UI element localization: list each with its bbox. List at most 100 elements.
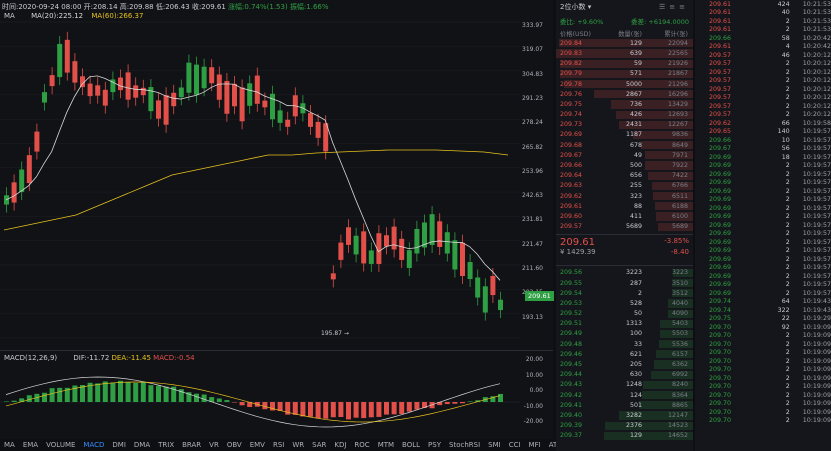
- book-row[interactable]: 209.55 287 3510: [556, 278, 693, 288]
- tab-cci[interactable]: CCI: [508, 441, 521, 449]
- macd-bar: [87, 382, 93, 402]
- trade-price: 209.69: [709, 272, 732, 280]
- macd-plot[interactable]: [0, 362, 520, 438]
- book-row[interactable]: 209.66 500 7922: [556, 160, 693, 170]
- book-row[interactable]: 209.39 2376 14523: [556, 421, 693, 431]
- price-axis-tick: 291.23: [522, 94, 543, 102]
- kline-chart-panel[interactable]: 时间:2020-09-24 08:00 开:208.14 高:209.88 低:…: [0, 0, 635, 451]
- book-row[interactable]: 209.52 50 4090: [556, 309, 693, 319]
- trade-price: 209.61: [709, 17, 732, 25]
- tab-boll[interactable]: BOLL: [402, 441, 421, 449]
- tab-sar[interactable]: SAR: [312, 441, 327, 449]
- book-row[interactable]: 209.53 528 4040: [556, 298, 693, 308]
- book-row[interactable]: 209.69 1187 9836: [556, 130, 693, 140]
- book-row[interactable]: 209.48 33 5536: [556, 339, 693, 349]
- book-row[interactable]: 209.75 736 13429: [556, 99, 693, 109]
- book-qty: 656: [629, 172, 642, 180]
- candle: [163, 87, 169, 133]
- candle: [437, 213, 443, 255]
- book-row[interactable]: 209.84 129 22094: [556, 38, 693, 48]
- book-row[interactable]: 209.45 205 6362: [556, 359, 693, 369]
- tab-obv[interactable]: OBV: [226, 441, 242, 449]
- book-row[interactable]: 209.54 2 3512: [556, 288, 693, 298]
- trade-time: 10:19:57: [802, 213, 831, 221]
- trade-row: 209.70 2 10:19:09: [695, 349, 831, 358]
- macd-bar: [209, 397, 215, 402]
- book-row[interactable]: 209.37 129 14652: [556, 431, 693, 441]
- book-row[interactable]: 209.49 100 5503: [556, 329, 693, 339]
- tab-macd[interactable]: MACD: [83, 441, 105, 449]
- book-total: 21296: [667, 80, 688, 88]
- trade-time: 10:19:57: [802, 238, 831, 246]
- macd-bar: [300, 402, 306, 417]
- tab-roc[interactable]: ROC: [354, 441, 370, 449]
- book-qty: 3223: [625, 269, 642, 277]
- book-row[interactable]: 209.62 323 6511: [556, 191, 693, 201]
- tab-vr[interactable]: VR: [209, 441, 219, 449]
- depth-bar: [659, 340, 693, 349]
- tab-atr[interactable]: ATR: [545, 441, 566, 449]
- book-row[interactable]: 209.64 656 7422: [556, 171, 693, 181]
- tab-smi[interactable]: SMI: [488, 441, 501, 449]
- book-row[interactable]: 209.76 2867 16296: [556, 89, 693, 99]
- book-price: 209.53: [560, 299, 583, 307]
- trade-row: 209.69 2 10:19:57: [695, 196, 831, 205]
- candle: [452, 232, 458, 278]
- tab-volume[interactable]: VOLUME: [46, 441, 76, 449]
- book-row[interactable]: 209.43 1248 8240: [556, 380, 693, 390]
- tab-mtm[interactable]: MTM: [377, 441, 395, 449]
- tab-rsi[interactable]: RSI: [272, 441, 285, 449]
- book-row[interactable]: 209.67 49 7971: [556, 150, 693, 160]
- tab-psy[interactable]: PSY: [428, 441, 441, 449]
- book-row[interactable]: 209.44 630 6992: [556, 370, 693, 380]
- book-price: 209.45: [560, 361, 583, 369]
- tab-ma[interactable]: MA: [4, 441, 15, 449]
- book-row[interactable]: 209.79 571 21867: [556, 69, 693, 79]
- book-row[interactable]: 209.63 255 6766: [556, 181, 693, 191]
- indicator-tabs[interactable]: MA EMA VOLUME MACD DMI DMA TRIX BRAR VR OBV EMV RSI…: [0, 439, 635, 451]
- candle: [368, 242, 374, 272]
- tab-wr[interactable]: WR: [292, 441, 305, 449]
- candle: [125, 64, 131, 108]
- book-row[interactable]: 209.83 639 22565: [556, 48, 693, 58]
- trade-qty: 18: [781, 153, 790, 161]
- book-row[interactable]: 209.40 3282 12147: [556, 410, 693, 420]
- macd-bar: [498, 393, 503, 402]
- book-row[interactable]: 209.42 124 8364: [556, 390, 693, 400]
- book-row[interactable]: 209.78 5000 21296: [556, 79, 693, 89]
- candlestick-plot[interactable]: [0, 20, 520, 350]
- tab-stochrsi[interactable]: StochRSI: [449, 441, 481, 449]
- tab-brar[interactable]: BRAR: [182, 441, 202, 449]
- book-row[interactable]: 209.57 5689 5689: [556, 222, 693, 232]
- trade-time: 10:19:09: [802, 391, 831, 399]
- book-row[interactable]: 209.46 621 6157: [556, 349, 693, 359]
- tab-mfi[interactable]: MFI: [528, 441, 541, 449]
- header-total: 累计(张): [664, 30, 688, 38]
- trade-qty: 2: [785, 60, 790, 68]
- tab-emv[interactable]: EMV: [249, 441, 265, 449]
- book-row[interactable]: 209.74 426 12693: [556, 110, 693, 120]
- precision-select[interactable]: 2位小数 ▾: [560, 3, 592, 11]
- book-row[interactable]: 209.51 1313 5403: [556, 319, 693, 329]
- view-mode-icons[interactable]: ☰≡≡: [658, 3, 689, 11]
- book-row[interactable]: 209.68 678 8649: [556, 140, 693, 150]
- trade-row: 209.57 2 10:20:12: [695, 102, 831, 111]
- trade-price: 209.57: [709, 102, 732, 110]
- book-row[interactable]: 209.41 501 8865: [556, 400, 693, 410]
- book-row[interactable]: 209.73 2431 12267: [556, 120, 693, 130]
- book-row[interactable]: 209.60 411 6100: [556, 211, 693, 221]
- book-row[interactable]: 209.61 88 6188: [556, 201, 693, 211]
- tab-ema[interactable]: EMA: [22, 441, 39, 449]
- tab-trix[interactable]: TRIX: [158, 441, 175, 449]
- book-price: 209.68: [560, 141, 583, 149]
- macd-bar: [330, 402, 336, 418]
- tab-dmi[interactable]: DMI: [112, 441, 126, 449]
- tab-dma[interactable]: DMA: [133, 441, 151, 449]
- trade-time: 10:19:09: [802, 383, 831, 391]
- trade-row: 209.69 2 10:19:57: [695, 179, 831, 188]
- book-row[interactable]: 209.56 3223 3223: [556, 268, 693, 278]
- trade-row: 209.57 2 10:20:12: [695, 94, 831, 103]
- candle: [391, 218, 397, 258]
- book-row[interactable]: 209.82 59 21926: [556, 59, 693, 69]
- tab-kdj[interactable]: KDJ: [334, 441, 347, 449]
